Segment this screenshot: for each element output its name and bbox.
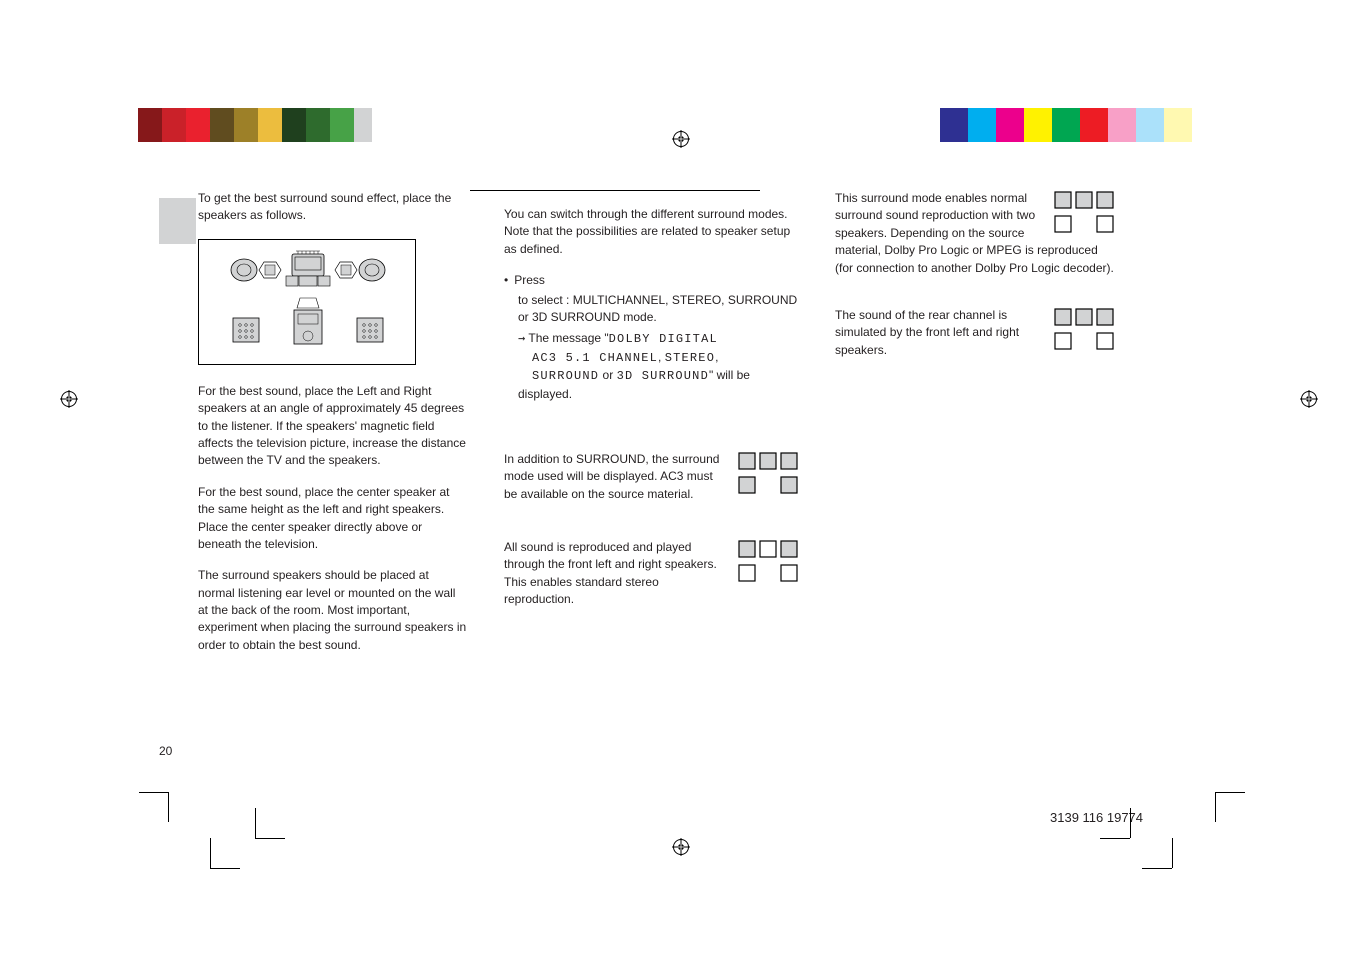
lcd-ac3: AC3 5.1 CHANNEL	[532, 351, 658, 365]
page-content: To get the best surround sound effect, p…	[198, 190, 1138, 668]
multichannel-block: In addition to SURROUND, the surround mo…	[504, 451, 799, 517]
lcd-surround: SURROUND	[532, 369, 599, 383]
registration-mark-top	[672, 130, 690, 148]
stereo-block: All sound is reproduced and played throu…	[504, 539, 799, 623]
intro-para: To get the best surround sound effect, p…	[198, 190, 468, 225]
three-d-block: The sound of the rear channel is simulat…	[835, 307, 1115, 373]
column-2: You can switch through the different sur…	[504, 190, 799, 668]
three-d-speaker-icon	[1053, 307, 1115, 351]
press-tail: to select : MULTICHANNEL, STEREO, SURROU…	[518, 292, 799, 327]
registration-mark-bottom	[672, 838, 690, 856]
page-number: 20	[159, 744, 172, 758]
color-bar-left	[138, 108, 388, 142]
speaker-placement-diagram	[198, 239, 416, 365]
lcd-stereo: STEREO	[665, 351, 715, 365]
lcd-dolby-digital: DOLBY DIGITAL	[609, 332, 718, 346]
msg-prefix: The message "	[528, 331, 608, 345]
press-label: Press	[514, 273, 545, 287]
front-speakers-para: For the best sound, place the Left and R…	[198, 383, 468, 470]
column-3: This surround mode enables normal surrou…	[835, 190, 1115, 668]
center-speaker-para: For the best sound, place the center spe…	[198, 484, 468, 554]
color-bar-right	[940, 108, 1192, 142]
bullet-dot: •	[504, 272, 508, 289]
grey-tab	[159, 198, 196, 244]
registration-mark-right	[1300, 390, 1318, 408]
stereo-speaker-icon	[737, 539, 799, 583]
surround-speaker-icon	[1053, 190, 1115, 234]
lcd-3d-surround: 3D SURROUND	[617, 369, 709, 383]
arrow-icon: →	[518, 331, 525, 345]
multichannel-speaker-icon	[737, 451, 799, 495]
surround-speakers-para: The surround speakers should be placed a…	[198, 567, 468, 654]
column-1: To get the best surround sound effect, p…	[198, 190, 468, 668]
display-message-para: → The message "DOLBY DIGITAL AC3 5.1 CHA…	[518, 330, 799, 403]
comma2: ,	[715, 350, 718, 364]
surround-mode-block: This surround mode enables normal surrou…	[835, 190, 1115, 291]
msg-or: or	[599, 368, 616, 382]
registration-mark-left	[60, 390, 78, 408]
press-bullet: • Press	[504, 272, 799, 289]
comma1: ,	[658, 350, 665, 364]
switch-modes-para: You can switch through the different sur…	[504, 206, 799, 258]
